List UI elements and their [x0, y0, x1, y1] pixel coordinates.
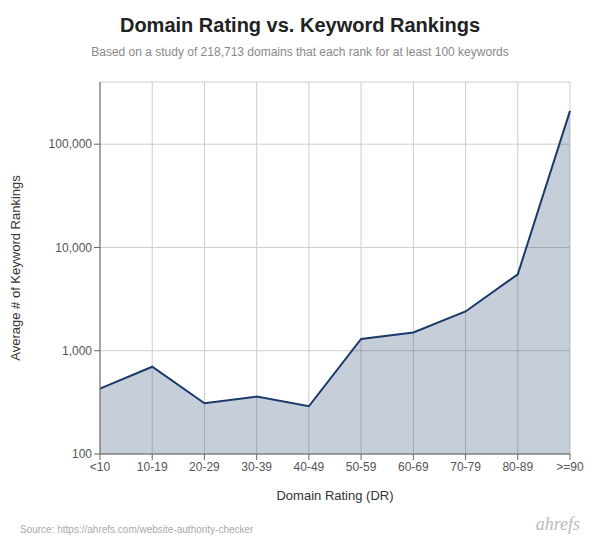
html-text:Based on a study of 218,713 do: Based on a study of 218,713 domains that… — [91, 45, 509, 59]
svg-text:40-49: 40-49 — [294, 460, 325, 474]
svg-text:>=90: >=90 — [556, 460, 584, 474]
svg-text:30-39: 30-39 — [241, 460, 272, 474]
svg-text:100: 100 — [72, 447, 92, 461]
svg-text:<10: <10 — [90, 460, 111, 474]
html-text:Source: https://ahrefs.com/web: Source: https://ahrefs.com/website-autho… — [20, 524, 254, 535]
svg-text:60-69: 60-69 — [398, 460, 429, 474]
html-text:ahrefs: ahrefs — [535, 514, 580, 534]
svg-text:50-59: 50-59 — [346, 460, 377, 474]
svg-text:1,000: 1,000 — [62, 344, 92, 358]
svg-text:10-19: 10-19 — [137, 460, 168, 474]
html-text:Domain Rating vs. Keyword Rank: Domain Rating vs. Keyword Rankings — [120, 14, 480, 36]
svg-text:70-79: 70-79 — [450, 460, 481, 474]
svg-text:80-89: 80-89 — [502, 460, 533, 474]
svg-text:20-29: 20-29 — [189, 460, 220, 474]
svg-text:10,000: 10,000 — [55, 241, 92, 255]
svg-text:100,000: 100,000 — [49, 137, 93, 151]
svg-text:Average # of Keyword Rankings: Average # of Keyword Rankings — [8, 175, 23, 361]
svg-text:Domain Rating (DR): Domain Rating (DR) — [276, 488, 393, 503]
